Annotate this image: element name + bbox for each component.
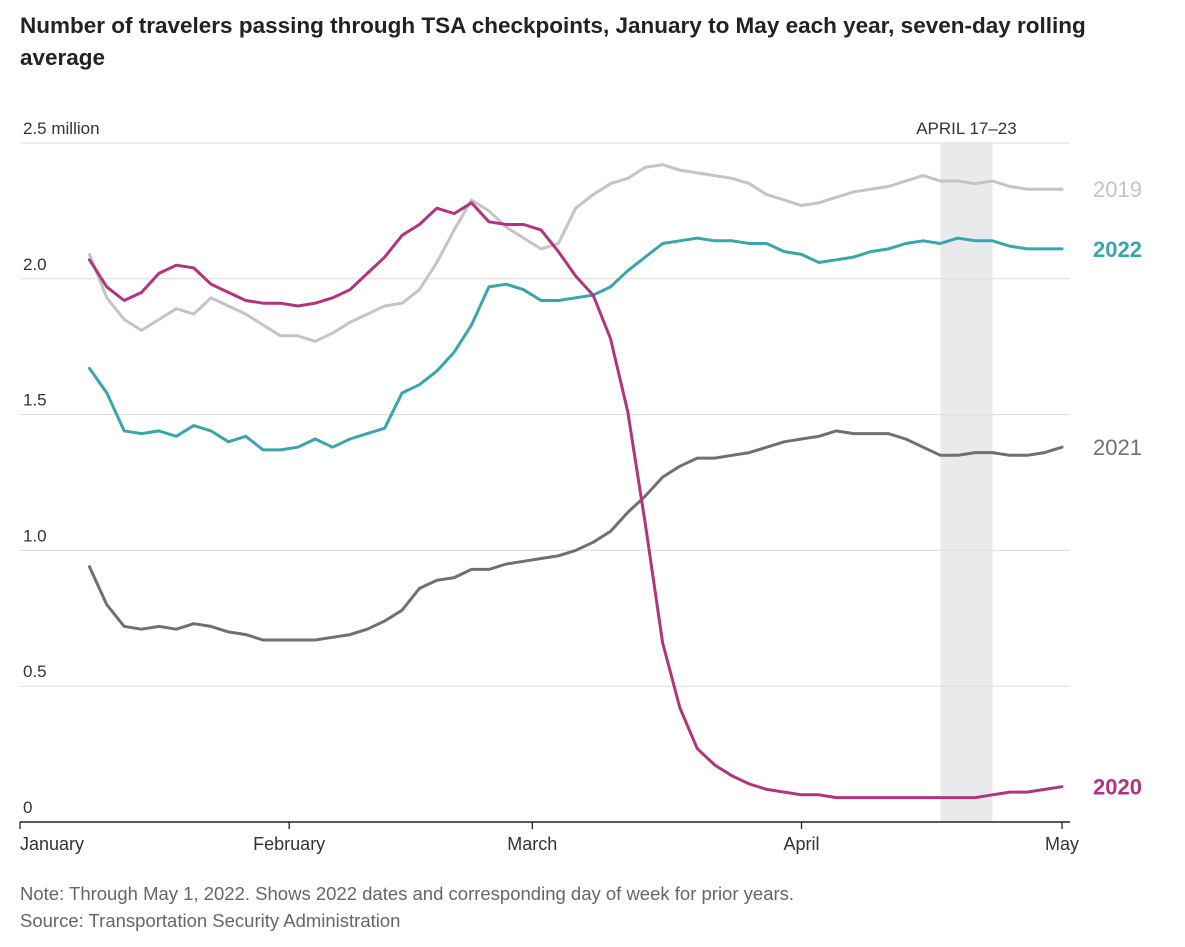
footnotes: Note: Through May 1, 2022. Shows 2022 da… <box>20 880 794 934</box>
series-label-2021: 2021 <box>1093 435 1142 460</box>
series-label-2020: 2020 <box>1093 775 1142 800</box>
note-text: Note: Through May 1, 2022. Shows 2022 da… <box>20 883 795 904</box>
y-tick-label: 0 <box>23 798 32 817</box>
y-tick-label: 0.5 <box>23 662 47 681</box>
series-line-2019 <box>88 163 1064 343</box>
series-lines <box>88 163 1064 800</box>
y-tick-label: 1.0 <box>23 526 47 545</box>
series-line-2022 <box>88 236 1064 452</box>
x-tick-label: April <box>783 834 819 854</box>
chart-title: Number of travelers passing through TSA … <box>20 13 1086 70</box>
x-tick-label: February <box>253 834 325 854</box>
gridlines <box>20 142 1070 687</box>
x-tick-label: May <box>1045 834 1079 854</box>
x-tick-label: January <box>20 834 84 854</box>
x-axis: January February March April May <box>19 821 1079 854</box>
series-line-2021 <box>88 429 1064 642</box>
x-tick-label: March <box>507 834 557 854</box>
series-line-2020 <box>88 201 1064 800</box>
highlight-label: APRIL 17–23 <box>916 119 1017 138</box>
y-tick-label: 1.5 <box>23 391 47 410</box>
labels: 0 0.5 1.0 1.5 2.0 2.5 million APRIL 17–23 2019 2… <box>23 119 1142 817</box>
series-label-2019: 2019 <box>1093 177 1142 202</box>
highlight-band-layer <box>940 143 993 822</box>
source-text: Source: Transportation Security Administ… <box>20 910 401 931</box>
y-tick-label: 2.5 million <box>23 119 100 138</box>
highlight-band <box>940 143 993 822</box>
y-tick-label: 2.0 <box>23 255 47 274</box>
series-label-2022: 2022 <box>1093 237 1142 262</box>
